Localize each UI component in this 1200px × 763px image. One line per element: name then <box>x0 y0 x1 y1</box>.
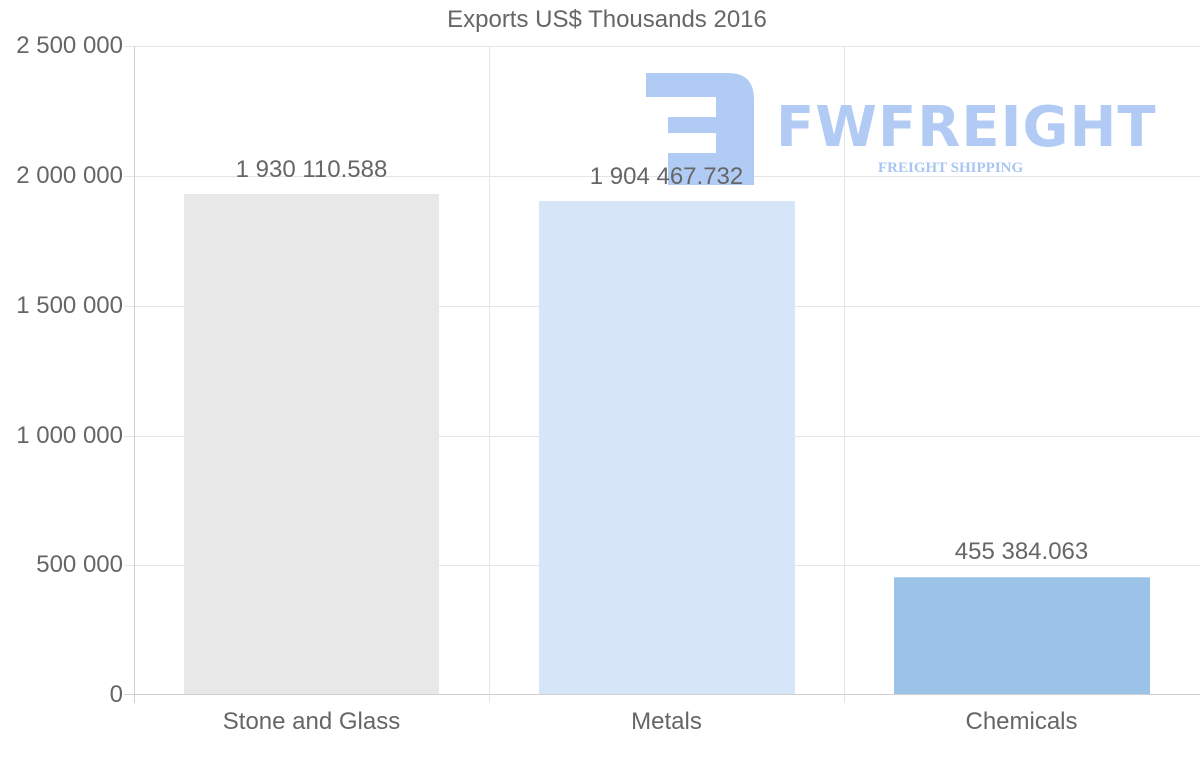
y-tick-label: 0 <box>109 681 123 708</box>
y-tick-label: 500 000 <box>36 551 123 578</box>
bar-stone-and-glass[interactable] <box>184 194 439 695</box>
x-tick-label: Metals <box>631 708 702 735</box>
gridline <box>124 46 1200 47</box>
chart-title: Exports US$ Thousands 2016 <box>447 6 767 33</box>
bar-chemicals[interactable] <box>894 577 1150 695</box>
bar-metals[interactable] <box>539 201 795 695</box>
x-tick-label: Stone and Glass <box>222 708 401 735</box>
x-axis <box>124 694 1200 695</box>
y-tick-label: 2 500 000 <box>16 32 123 59</box>
y-tick-label: 2 000 000 <box>16 162 123 189</box>
y-axis <box>134 46 135 703</box>
bar-value-label: 1 904 467.732 <box>589 163 744 190</box>
y-tick-label: 1 000 000 <box>16 422 123 449</box>
gridline <box>844 46 845 703</box>
bar-value-label: 1 930 110.588 <box>235 156 388 183</box>
plot-area <box>124 46 1200 703</box>
x-tick-label: Chemicals <box>965 708 1078 735</box>
gridline <box>489 46 490 703</box>
y-tick-label: 1 500 000 <box>16 292 123 319</box>
bar-value-label: 455 384.063 <box>954 538 1089 565</box>
